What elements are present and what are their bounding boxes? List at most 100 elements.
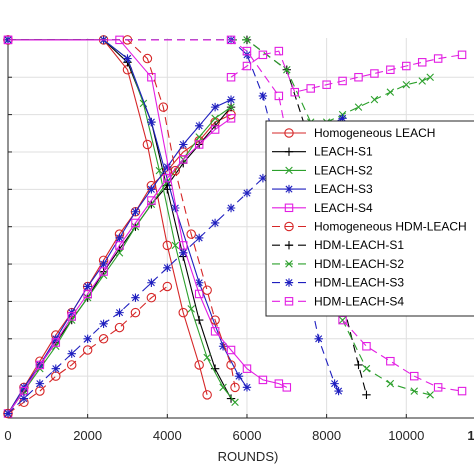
data-point-star [147, 117, 156, 127]
data-point-x [211, 114, 219, 123]
data-point-square [194, 289, 204, 299]
data-point-square [322, 80, 331, 89]
data-point-square [131, 218, 140, 228]
data-point-x [195, 133, 203, 141]
data-point-square [290, 87, 300, 97]
data-point-star [234, 371, 244, 381]
x-axis-label: ROUNDS) [218, 449, 279, 464]
data-point-star [284, 184, 294, 194]
data-point-x [115, 249, 124, 257]
legend-label: HDM-LEACH-S3 [314, 276, 404, 290]
axes: 0 2000 4000 6000 8000 10000 1 [4, 38, 474, 443]
x-tick-label: 8000 [312, 428, 341, 443]
data-point-circle [98, 334, 109, 344]
data-point-square [362, 342, 371, 351]
data-point-star [226, 95, 236, 104]
series-homogeneous-hdm-leach [3, 35, 240, 419]
legend-label: HDM-LEACH-S1 [314, 238, 404, 252]
data-point-x [285, 260, 293, 268]
data-point-square [457, 50, 467, 60]
data-point-square [35, 360, 45, 370]
data-point-circle [210, 315, 220, 325]
data-point-square [338, 76, 347, 86]
data-point-circle [194, 360, 204, 370]
data-point-square [433, 383, 443, 392]
data-point-plus [362, 390, 371, 400]
legend-label: HDM-LEACH-S4 [314, 294, 404, 308]
data-point-star [83, 334, 92, 343]
data-point-star [194, 278, 204, 287]
data-point-square [242, 364, 252, 373]
data-point-circle [284, 128, 294, 138]
data-point-square [258, 375, 268, 385]
x-tick-label: 10000 [388, 428, 424, 443]
data-point-star [99, 259, 108, 269]
data-point-star [123, 54, 132, 63]
data-point-circle [162, 281, 173, 292]
data-point-square [147, 72, 156, 82]
data-point-star [194, 233, 204, 243]
data-point-x [203, 353, 211, 362]
data-point-circle [66, 360, 77, 370]
legend-item: HDM-LEACH-S4 [272, 294, 404, 308]
data-point-square [226, 35, 236, 45]
data-point-star [147, 278, 156, 287]
data-point-x [386, 88, 395, 96]
data-point-x [155, 166, 164, 175]
data-point-circle [178, 307, 188, 318]
data-point-square [210, 125, 220, 134]
data-point-star [115, 308, 124, 317]
data-point-star [242, 383, 252, 392]
data-point-plus [194, 315, 204, 325]
data-point-circle [230, 382, 240, 393]
data-point-x [227, 103, 235, 111]
data-point-x [231, 398, 239, 407]
data-point-x [410, 387, 419, 395]
data-point-square [433, 54, 443, 63]
data-point-star [131, 293, 140, 302]
data-point-plus [354, 360, 363, 370]
data-point-square [67, 312, 76, 321]
data-point-circle [82, 345, 93, 355]
data-point-x [370, 95, 379, 104]
data-point-star [179, 140, 188, 149]
data-point-square [226, 345, 236, 355]
x-tick-label: 4000 [153, 428, 182, 443]
series-line [8, 39, 463, 392]
legend-item: LEACH-S2 [272, 163, 373, 177]
data-point-star [163, 162, 172, 172]
data-point-star [171, 203, 180, 213]
data-point-circle [170, 165, 181, 176]
data-point-star [242, 188, 252, 198]
data-point-x [354, 103, 363, 111]
legend-item: LEACH-S4 [272, 201, 373, 215]
data-point-x [283, 66, 291, 74]
legend-item: LEACH-S3 [272, 182, 373, 196]
data-point-star [67, 349, 76, 358]
data-point-star [218, 342, 228, 351]
data-point-star [19, 394, 29, 403]
data-point-square [386, 356, 395, 366]
data-point-x [386, 379, 395, 388]
data-point-x [219, 383, 227, 392]
series-line [8, 39, 208, 395]
data-point-star [284, 278, 294, 287]
series-line [230, 50, 463, 93]
legend-item: Homogeneous HDM-LEACH [272, 220, 467, 234]
legend-item: HDM-LEACH-S2 [272, 257, 404, 271]
data-point-x [426, 73, 434, 81]
data-point-star [226, 203, 236, 213]
data-point-star [83, 282, 92, 291]
data-point-square [147, 196, 156, 205]
data-point-square [284, 297, 294, 306]
legend-label: HDM-LEACH-S2 [314, 257, 404, 271]
data-point-square [115, 241, 124, 250]
data-point-square [3, 35, 13, 45]
legend-box [265, 120, 474, 317]
data-point-circle [142, 139, 153, 150]
series-leach-s3 [3, 35, 252, 418]
data-point-circle [284, 221, 294, 232]
data-point-square [51, 338, 61, 347]
data-point-star [258, 91, 268, 101]
data-point-square [226, 72, 236, 82]
